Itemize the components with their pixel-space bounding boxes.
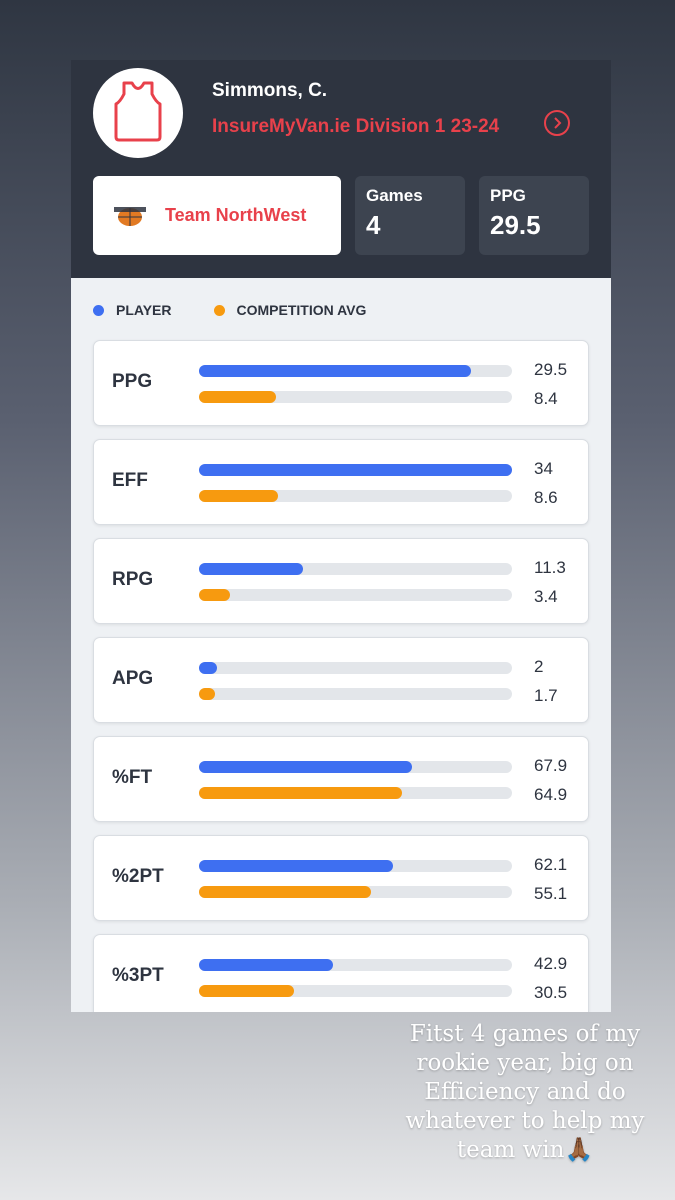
- stat-row: %FT 67.9 64.9: [93, 736, 589, 822]
- games-label: Games: [366, 186, 423, 205]
- avg-value-label: 8.4: [534, 389, 558, 408]
- player-bar-track: [199, 365, 512, 377]
- stat-comparison-list: PPG 29.5 8.4 EFF 34 8.6 RPG 11.3 3.4 APG 2 1.7 %FT 67…: [93, 340, 589, 1012]
- player-bar: [199, 761, 412, 773]
- competition-link[interactable]: InsureMyVan.ie Division 1 23-24: [212, 116, 500, 137]
- player-bar: [199, 365, 471, 377]
- chevron-right-icon[interactable]: [544, 110, 570, 136]
- stat-row-label: %2PT: [112, 866, 164, 887]
- avg-value-label: 3.4: [534, 587, 558, 606]
- ppg-label: PPG: [490, 186, 526, 205]
- avg-value-label: 55.1: [534, 884, 568, 903]
- player-bar: [199, 860, 394, 872]
- player-name: Simmons, C.: [212, 80, 328, 101]
- player-bar-track: [199, 761, 512, 773]
- player-bar: [199, 464, 512, 476]
- avg-bar-track: [199, 985, 512, 997]
- player-stats-card: Simmons, C. InsureMyVan.ie Division 1 23…: [71, 60, 611, 1012]
- team-name: Team NorthWest: [165, 205, 307, 225]
- player-bar: [199, 563, 304, 575]
- ppg-stat: PPG 29.5: [479, 176, 589, 255]
- games-value: 4: [366, 210, 381, 240]
- player-value-label: 34: [534, 459, 553, 478]
- avg-value-label: 30.5: [534, 983, 568, 1002]
- avg-bar: [199, 589, 231, 601]
- avg-bar: [199, 886, 372, 898]
- player-bar-track: [199, 563, 512, 575]
- avg-bar-track: [199, 589, 512, 601]
- avg-bar: [199, 787, 403, 799]
- stat-row: %2PT 62.1 55.1: [93, 835, 589, 921]
- legend-avg: COMPETITION AVG: [213, 302, 367, 318]
- player-value-label: 2: [534, 657, 544, 676]
- avg-bar: [199, 985, 295, 997]
- avg-bar-track: [199, 688, 512, 700]
- games-stat: Games 4: [355, 176, 465, 255]
- avatar: [93, 68, 183, 158]
- jersey-icon: [110, 80, 166, 147]
- player-value-label: 42.9: [534, 954, 568, 973]
- avg-bar-track: [199, 391, 512, 403]
- player-value-label: 11.3: [534, 558, 566, 577]
- avg-bar-track: [199, 787, 512, 799]
- stat-row-label: EFF: [112, 470, 148, 491]
- legend-avg-label: COMPETITION AVG: [236, 302, 367, 318]
- stat-row: %3PT 42.9 30.5: [93, 934, 589, 1012]
- stat-row-label: RPG: [112, 569, 154, 590]
- player-dot-icon: [93, 304, 104, 316]
- avg-bar: [199, 688, 215, 700]
- player-value-label: 62.1: [534, 855, 568, 874]
- stat-row: APG 2 1.7: [93, 637, 589, 723]
- player-bar-track: [199, 959, 512, 971]
- team-button[interactable]: Team NorthWest: [93, 176, 341, 255]
- player-bar: [199, 662, 218, 674]
- player-bar-track: [199, 464, 512, 476]
- player-bar: [199, 959, 334, 971]
- player-value-label: 29.5: [534, 360, 568, 379]
- stat-row-label: %FT: [112, 767, 153, 788]
- stat-row-label: %3PT: [112, 965, 164, 986]
- avg-bar-track: [199, 490, 512, 502]
- story-caption: Fitst 4 games of my rookie year, big on …: [405, 1021, 645, 1163]
- chart-legend: PLAYER COMPETITION AVG: [93, 302, 366, 318]
- player-bar-track: [199, 662, 512, 674]
- avg-bar: [199, 391, 277, 403]
- stat-row: RPG 11.3 3.4: [93, 538, 589, 624]
- player-header: Simmons, C. InsureMyVan.ie Division 1 23…: [71, 60, 611, 278]
- stat-row-label: APG: [112, 668, 154, 689]
- player-value-label: 67.9: [534, 756, 568, 775]
- legend-player: PLAYER: [93, 302, 172, 318]
- avg-value-label: 64.9: [534, 785, 568, 804]
- avg-value-label: 1.7: [534, 686, 558, 705]
- stat-row-label: PPG: [112, 371, 153, 392]
- legend-player-label: PLAYER: [116, 302, 172, 318]
- player-bar-track: [199, 860, 512, 872]
- avg-bar: [199, 490, 279, 502]
- stat-row: EFF 34 8.6: [93, 439, 589, 525]
- avg-dot-icon: [213, 304, 225, 316]
- avg-bar-track: [199, 886, 512, 898]
- stat-row: PPG 29.5 8.4: [93, 340, 589, 426]
- team-logo-icon: [113, 205, 147, 227]
- ppg-value: 29.5: [490, 210, 541, 240]
- avg-value-label: 8.6: [534, 488, 558, 507]
